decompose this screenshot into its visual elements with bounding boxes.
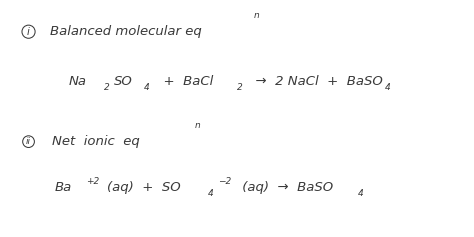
Text: +  BaCl: + BaCl [155, 75, 213, 88]
Text: 2: 2 [237, 83, 242, 92]
Text: Balanced molecular eq: Balanced molecular eq [50, 25, 201, 38]
Text: 4: 4 [357, 189, 363, 198]
Text: 4: 4 [144, 83, 150, 92]
Text: n: n [195, 121, 201, 130]
Text: 2: 2 [103, 83, 109, 92]
Text: Na: Na [68, 75, 86, 88]
Text: i: i [27, 27, 30, 37]
Text: →  2 NaCl  +  BaSO: → 2 NaCl + BaSO [247, 75, 383, 88]
Text: ii: ii [26, 137, 31, 146]
Text: Ba: Ba [55, 182, 72, 194]
Text: (aq)  →  BaSO: (aq) → BaSO [238, 182, 333, 194]
Text: n: n [254, 11, 259, 20]
Text: +2: +2 [86, 177, 100, 186]
Text: −2: −2 [218, 177, 231, 186]
Text: SO: SO [114, 75, 133, 88]
Text: (aq)  +  SO: (aq) + SO [107, 182, 181, 194]
Text: 4: 4 [385, 83, 391, 92]
Text: 4: 4 [208, 189, 214, 198]
Text: Net  ionic  eq: Net ionic eq [52, 135, 140, 148]
